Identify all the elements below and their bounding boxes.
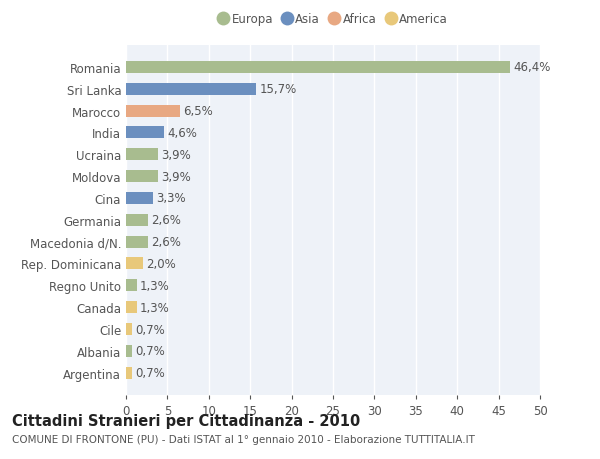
Text: 2,6%: 2,6% bbox=[151, 214, 181, 227]
Bar bbox=[126, 84, 256, 95]
Bar bbox=[126, 236, 148, 248]
Text: 0,7%: 0,7% bbox=[135, 345, 165, 358]
Bar bbox=[126, 345, 132, 357]
Text: 1,3%: 1,3% bbox=[140, 279, 170, 292]
Text: 4,6%: 4,6% bbox=[167, 127, 197, 140]
Text: 15,7%: 15,7% bbox=[259, 83, 296, 96]
Bar bbox=[126, 302, 137, 313]
Bar bbox=[126, 192, 154, 205]
Text: 3,9%: 3,9% bbox=[161, 170, 191, 183]
Text: COMUNE DI FRONTONE (PU) - Dati ISTAT al 1° gennaio 2010 - Elaborazione TUTTITALI: COMUNE DI FRONTONE (PU) - Dati ISTAT al … bbox=[12, 434, 475, 444]
Text: Cittadini Stranieri per Cittadinanza - 2010: Cittadini Stranieri per Cittadinanza - 2… bbox=[12, 413, 360, 428]
Text: 2,6%: 2,6% bbox=[151, 235, 181, 249]
Text: 46,4%: 46,4% bbox=[514, 61, 551, 74]
Bar bbox=[126, 280, 137, 292]
Bar bbox=[126, 323, 132, 335]
Text: 3,9%: 3,9% bbox=[161, 148, 191, 162]
Bar bbox=[126, 367, 132, 379]
Text: 0,7%: 0,7% bbox=[135, 366, 165, 380]
Bar bbox=[126, 214, 148, 226]
Bar bbox=[126, 106, 180, 118]
Bar bbox=[126, 127, 164, 139]
Text: 2,0%: 2,0% bbox=[146, 257, 176, 270]
Legend: Europa, Asia, Africa, America: Europa, Asia, Africa, America bbox=[218, 13, 448, 26]
Bar bbox=[126, 62, 510, 74]
Bar bbox=[126, 171, 158, 183]
Text: 0,7%: 0,7% bbox=[135, 323, 165, 336]
Text: 1,3%: 1,3% bbox=[140, 301, 170, 314]
Text: 3,3%: 3,3% bbox=[157, 192, 186, 205]
Bar bbox=[126, 258, 143, 270]
Text: 6,5%: 6,5% bbox=[183, 105, 213, 118]
Bar bbox=[126, 149, 158, 161]
